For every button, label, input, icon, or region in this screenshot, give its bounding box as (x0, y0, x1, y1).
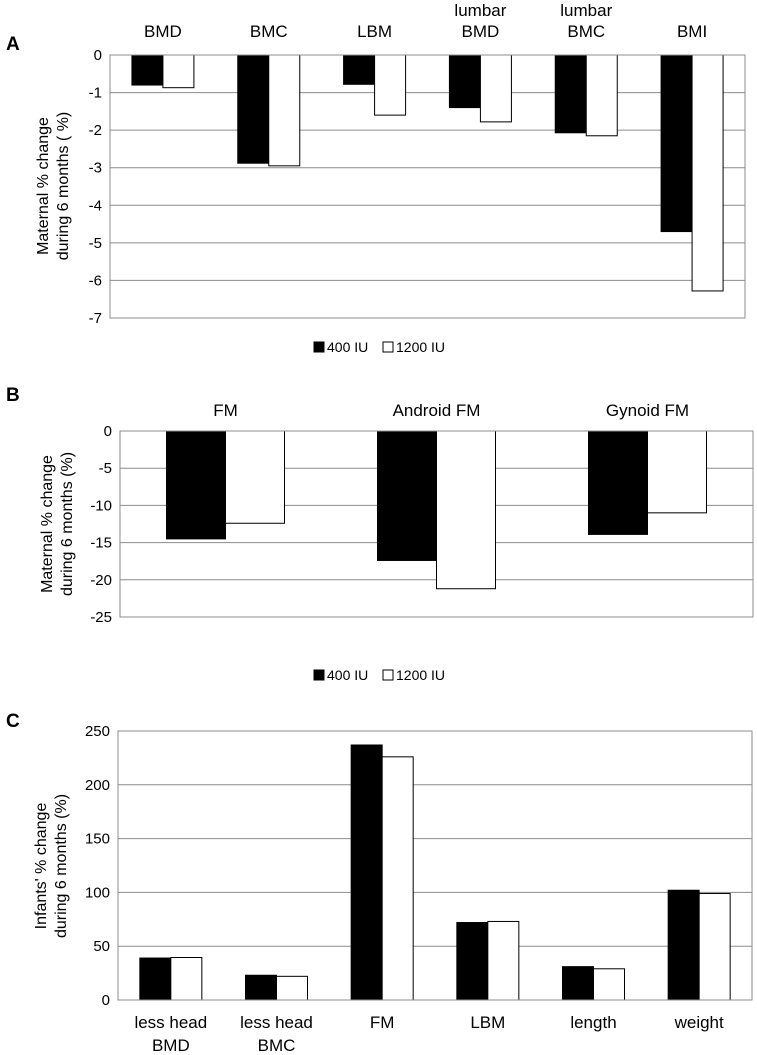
legend-label: 1200 IU (396, 667, 445, 683)
y-tick-label: -10 (90, 497, 112, 514)
category-label: lumbar (560, 1, 612, 20)
y-tick-label: 100 (85, 884, 110, 901)
y-axis-label-line: during 6 months (%) (59, 452, 76, 596)
y-tick-label: -6 (89, 272, 102, 289)
y-tick-label: 0 (104, 423, 112, 440)
bar-400iu (456, 922, 489, 1001)
bar-1200iu (647, 430, 707, 514)
y-tick-label: 0 (102, 992, 110, 1009)
category-label: BMC (567, 22, 605, 41)
y-tick-label: 0 (94, 47, 102, 64)
category-label: BMC (258, 1036, 296, 1055)
category-label: less head (134, 1013, 207, 1032)
y-tick-label: 150 (85, 831, 110, 848)
y-tick-label: -7 (89, 310, 102, 327)
bar-1200iu (381, 756, 414, 1001)
bar-400iu (667, 889, 700, 1001)
category-label: LBM (470, 1013, 505, 1032)
y-axis-label-line: Maternal % change (35, 117, 52, 255)
bar-1200iu (691, 54, 724, 292)
y-tick-label: 200 (85, 777, 110, 794)
category-label: BMI (677, 22, 707, 41)
plot-area (109, 54, 746, 319)
bar-1200iu (374, 54, 407, 116)
category-label: BMC (250, 22, 288, 41)
bar-1200iu (487, 920, 520, 1001)
y-axis-label-line: Maternal % change (39, 455, 56, 593)
y-axis-label: Maternal % change during 6 months ( %) (35, 112, 72, 261)
y-tick-label: -3 (89, 160, 102, 177)
y-tick-label: 250 (85, 723, 110, 740)
y-tick-label: 50 (93, 938, 110, 955)
legend-label: 400 IU (327, 667, 368, 683)
legend: 400 IU 1200 IU (313, 667, 445, 683)
category-label: BMD (462, 22, 500, 41)
bar-400iu (448, 54, 481, 109)
y-tick-label: -2 (89, 122, 102, 139)
bar-400iu (562, 966, 594, 1001)
category-label: less head (240, 1013, 313, 1032)
y-tick-label: -15 (90, 535, 112, 552)
bar-400iu (343, 54, 376, 85)
panel-letter: C (6, 711, 20, 732)
y-tick-label: -25 (90, 609, 112, 626)
legend-swatch-1200iu (382, 341, 394, 353)
bar-1200iu (268, 54, 301, 167)
bar-1200iu (585, 54, 618, 137)
bar-1200iu (225, 430, 285, 524)
category-label: weight (674, 1013, 724, 1032)
bar-1200iu (162, 54, 195, 89)
bar-1200iu (698, 892, 731, 1001)
y-tick-label: -1 (89, 85, 102, 102)
category-label: Android FM (393, 401, 481, 420)
bar-1200iu (436, 430, 496, 590)
y-tick-label: -20 (90, 572, 112, 589)
category-label: Gynoid FM (606, 401, 689, 420)
y-axis-label: Maternal % change during 6 months (%) (39, 452, 76, 596)
bar-1200iu (170, 956, 203, 1001)
y-axis-label-line: during 6 months (%) (53, 794, 70, 938)
chart-panel-c: C 0 50 100 150 200 250 less head BMD less head BMC… (6, 711, 753, 1055)
y-tick-label: -4 (89, 197, 102, 214)
y-axis-label-line: Infants' % change (33, 803, 50, 930)
category-label: length (570, 1013, 616, 1032)
bar-400iu (588, 430, 648, 535)
bar-400iu (131, 54, 164, 86)
bar-400iu (166, 430, 226, 540)
bar-400iu (377, 430, 437, 561)
y-axis-label: Infants' % change during 6 months (%) (33, 794, 70, 938)
category-label: FM (213, 401, 238, 420)
y-tick-label: -5 (99, 460, 112, 477)
category-label: BMD (144, 22, 182, 41)
bar-400iu (350, 744, 383, 1001)
bar-400iu (139, 957, 172, 1001)
bar-400iu (554, 54, 587, 134)
y-tick-label: -5 (89, 235, 102, 252)
bar-1200iu (479, 54, 512, 123)
legend-swatch-400iu (313, 669, 325, 681)
bar-400iu (237, 54, 270, 164)
legend-label: 1200 IU (396, 339, 445, 355)
plot-area (117, 730, 753, 1001)
chart-panel-a: A 0 -1 -2 -3 -4 -5 -6 -7 BMD BMC LBM lumbar BMD lumbar… (6, 1, 746, 355)
y-axis-label-line: during 6 months ( %) (55, 112, 72, 261)
chart-panel-b: B 0 -5 -10 -15 -20 -25 FM Android FM Gynoid FM Mat… (6, 385, 754, 683)
bar-1200iu (276, 975, 308, 1001)
category-label: lumbar (454, 1, 506, 20)
panel-letter: A (6, 34, 20, 55)
bar-1200iu (593, 968, 625, 1001)
category-label: LBM (357, 22, 392, 41)
bar-400iu (245, 974, 277, 1001)
legend-swatch-400iu (313, 341, 325, 353)
panel-letter: B (6, 385, 20, 406)
category-label: FM (370, 1013, 395, 1032)
category-label: BMD (152, 1036, 190, 1055)
legend-label: 400 IU (327, 339, 368, 355)
legend-swatch-1200iu (382, 669, 394, 681)
legend: 400 IU 1200 IU (313, 339, 445, 355)
bar-400iu (660, 54, 693, 233)
